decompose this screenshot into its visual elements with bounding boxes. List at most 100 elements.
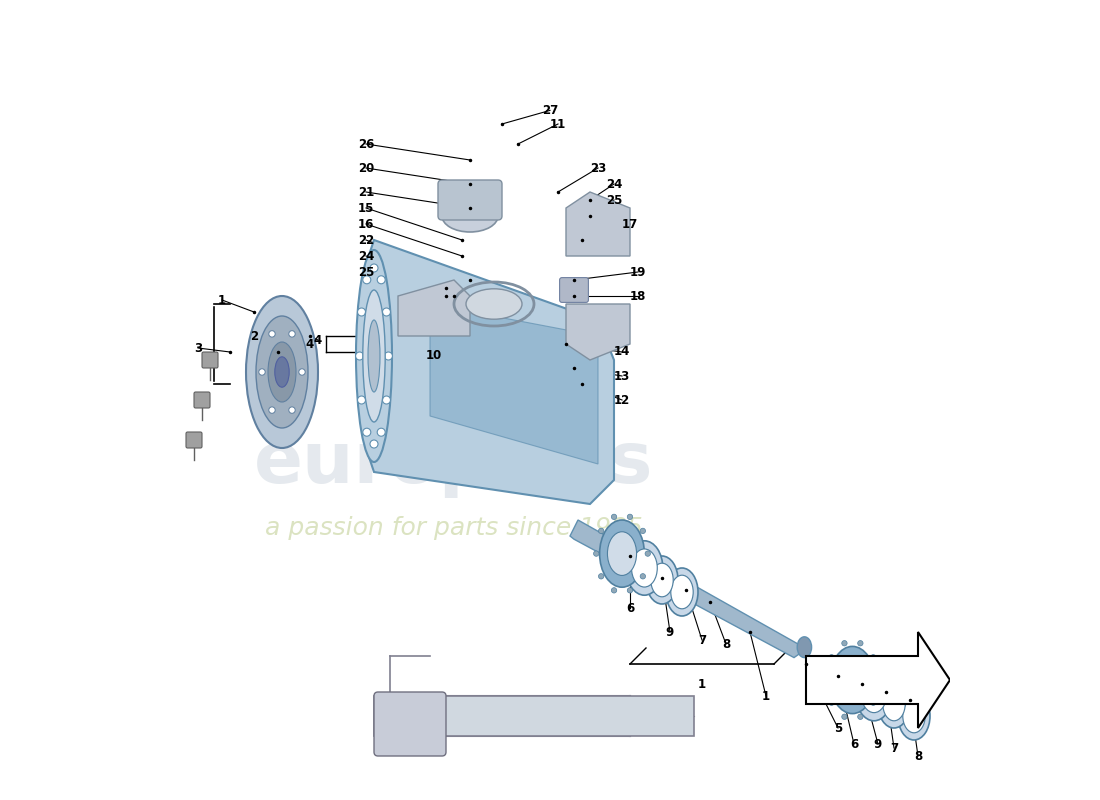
Circle shape xyxy=(870,700,876,706)
Text: 12: 12 xyxy=(614,394,630,406)
Ellipse shape xyxy=(838,658,867,702)
Circle shape xyxy=(858,641,864,646)
Ellipse shape xyxy=(856,666,892,721)
Circle shape xyxy=(594,551,598,556)
Text: 7: 7 xyxy=(890,742,898,754)
Ellipse shape xyxy=(798,637,812,658)
Polygon shape xyxy=(566,304,630,360)
Text: a passion for parts since 1985: a passion for parts since 1985 xyxy=(265,516,642,540)
Ellipse shape xyxy=(898,692,929,740)
Circle shape xyxy=(268,407,275,414)
Ellipse shape xyxy=(830,646,874,714)
Circle shape xyxy=(289,330,295,337)
Ellipse shape xyxy=(671,575,693,609)
Circle shape xyxy=(829,700,834,706)
Text: 5: 5 xyxy=(834,722,843,734)
Circle shape xyxy=(858,714,864,719)
Circle shape xyxy=(363,428,371,436)
Circle shape xyxy=(258,369,265,375)
Circle shape xyxy=(358,308,365,316)
Circle shape xyxy=(842,714,847,719)
Circle shape xyxy=(598,528,604,534)
Text: 2: 2 xyxy=(250,330,258,342)
Circle shape xyxy=(612,588,617,593)
Text: 9: 9 xyxy=(873,738,882,750)
Text: 24: 24 xyxy=(606,178,623,190)
Circle shape xyxy=(824,678,829,682)
Ellipse shape xyxy=(268,342,296,402)
FancyBboxPatch shape xyxy=(560,278,588,302)
Text: 8: 8 xyxy=(914,750,922,762)
Circle shape xyxy=(829,654,834,660)
Ellipse shape xyxy=(651,563,673,597)
Circle shape xyxy=(268,330,275,337)
Circle shape xyxy=(876,678,881,682)
Circle shape xyxy=(363,276,371,284)
Ellipse shape xyxy=(442,200,498,232)
Circle shape xyxy=(640,528,646,534)
Text: 9: 9 xyxy=(666,626,674,638)
Circle shape xyxy=(640,574,646,579)
FancyBboxPatch shape xyxy=(186,432,202,448)
Ellipse shape xyxy=(368,320,379,392)
Polygon shape xyxy=(806,632,950,728)
Circle shape xyxy=(370,440,378,448)
Ellipse shape xyxy=(256,316,308,428)
Circle shape xyxy=(299,369,305,375)
Text: 24: 24 xyxy=(358,250,374,262)
Circle shape xyxy=(384,352,393,360)
Text: 18: 18 xyxy=(630,290,646,302)
Text: 27: 27 xyxy=(542,104,558,117)
Circle shape xyxy=(598,574,604,579)
Ellipse shape xyxy=(246,296,318,448)
Polygon shape xyxy=(566,192,630,256)
Circle shape xyxy=(627,588,632,593)
Ellipse shape xyxy=(878,680,910,728)
Ellipse shape xyxy=(356,250,392,462)
Text: 6: 6 xyxy=(850,738,858,750)
Text: europarts: europarts xyxy=(254,430,653,498)
Text: 7: 7 xyxy=(697,634,706,646)
Text: 1: 1 xyxy=(218,294,227,306)
Ellipse shape xyxy=(600,520,645,587)
Polygon shape xyxy=(430,304,598,464)
Polygon shape xyxy=(570,520,806,658)
Ellipse shape xyxy=(607,532,637,575)
Text: 4: 4 xyxy=(314,334,322,346)
Text: 26: 26 xyxy=(358,138,374,150)
Ellipse shape xyxy=(883,687,905,721)
Ellipse shape xyxy=(363,290,385,422)
Text: 8: 8 xyxy=(722,638,730,650)
Circle shape xyxy=(612,514,617,519)
FancyBboxPatch shape xyxy=(374,692,446,756)
Circle shape xyxy=(377,428,385,436)
Text: 3: 3 xyxy=(194,342,202,354)
Text: 19: 19 xyxy=(630,266,646,278)
Text: 4: 4 xyxy=(306,338,315,350)
Ellipse shape xyxy=(903,699,925,733)
Circle shape xyxy=(645,551,650,556)
Ellipse shape xyxy=(275,357,289,387)
Ellipse shape xyxy=(631,549,658,587)
Text: 14: 14 xyxy=(614,346,630,358)
Text: 22: 22 xyxy=(358,234,374,246)
Text: 11: 11 xyxy=(550,118,566,130)
Circle shape xyxy=(370,264,378,272)
Circle shape xyxy=(383,396,390,404)
Text: 6: 6 xyxy=(626,602,634,614)
Ellipse shape xyxy=(646,556,678,604)
Polygon shape xyxy=(374,696,694,736)
Text: 25: 25 xyxy=(358,266,374,278)
Circle shape xyxy=(355,352,364,360)
Text: 25: 25 xyxy=(606,194,623,206)
Polygon shape xyxy=(366,240,614,504)
Ellipse shape xyxy=(666,568,698,616)
Text: 23: 23 xyxy=(590,162,606,174)
Text: 17: 17 xyxy=(621,218,638,230)
Text: 15: 15 xyxy=(358,202,374,214)
Text: 1: 1 xyxy=(762,690,770,702)
Text: 20: 20 xyxy=(358,162,374,174)
Text: 13: 13 xyxy=(614,370,630,382)
Circle shape xyxy=(842,641,847,646)
FancyBboxPatch shape xyxy=(438,180,502,220)
